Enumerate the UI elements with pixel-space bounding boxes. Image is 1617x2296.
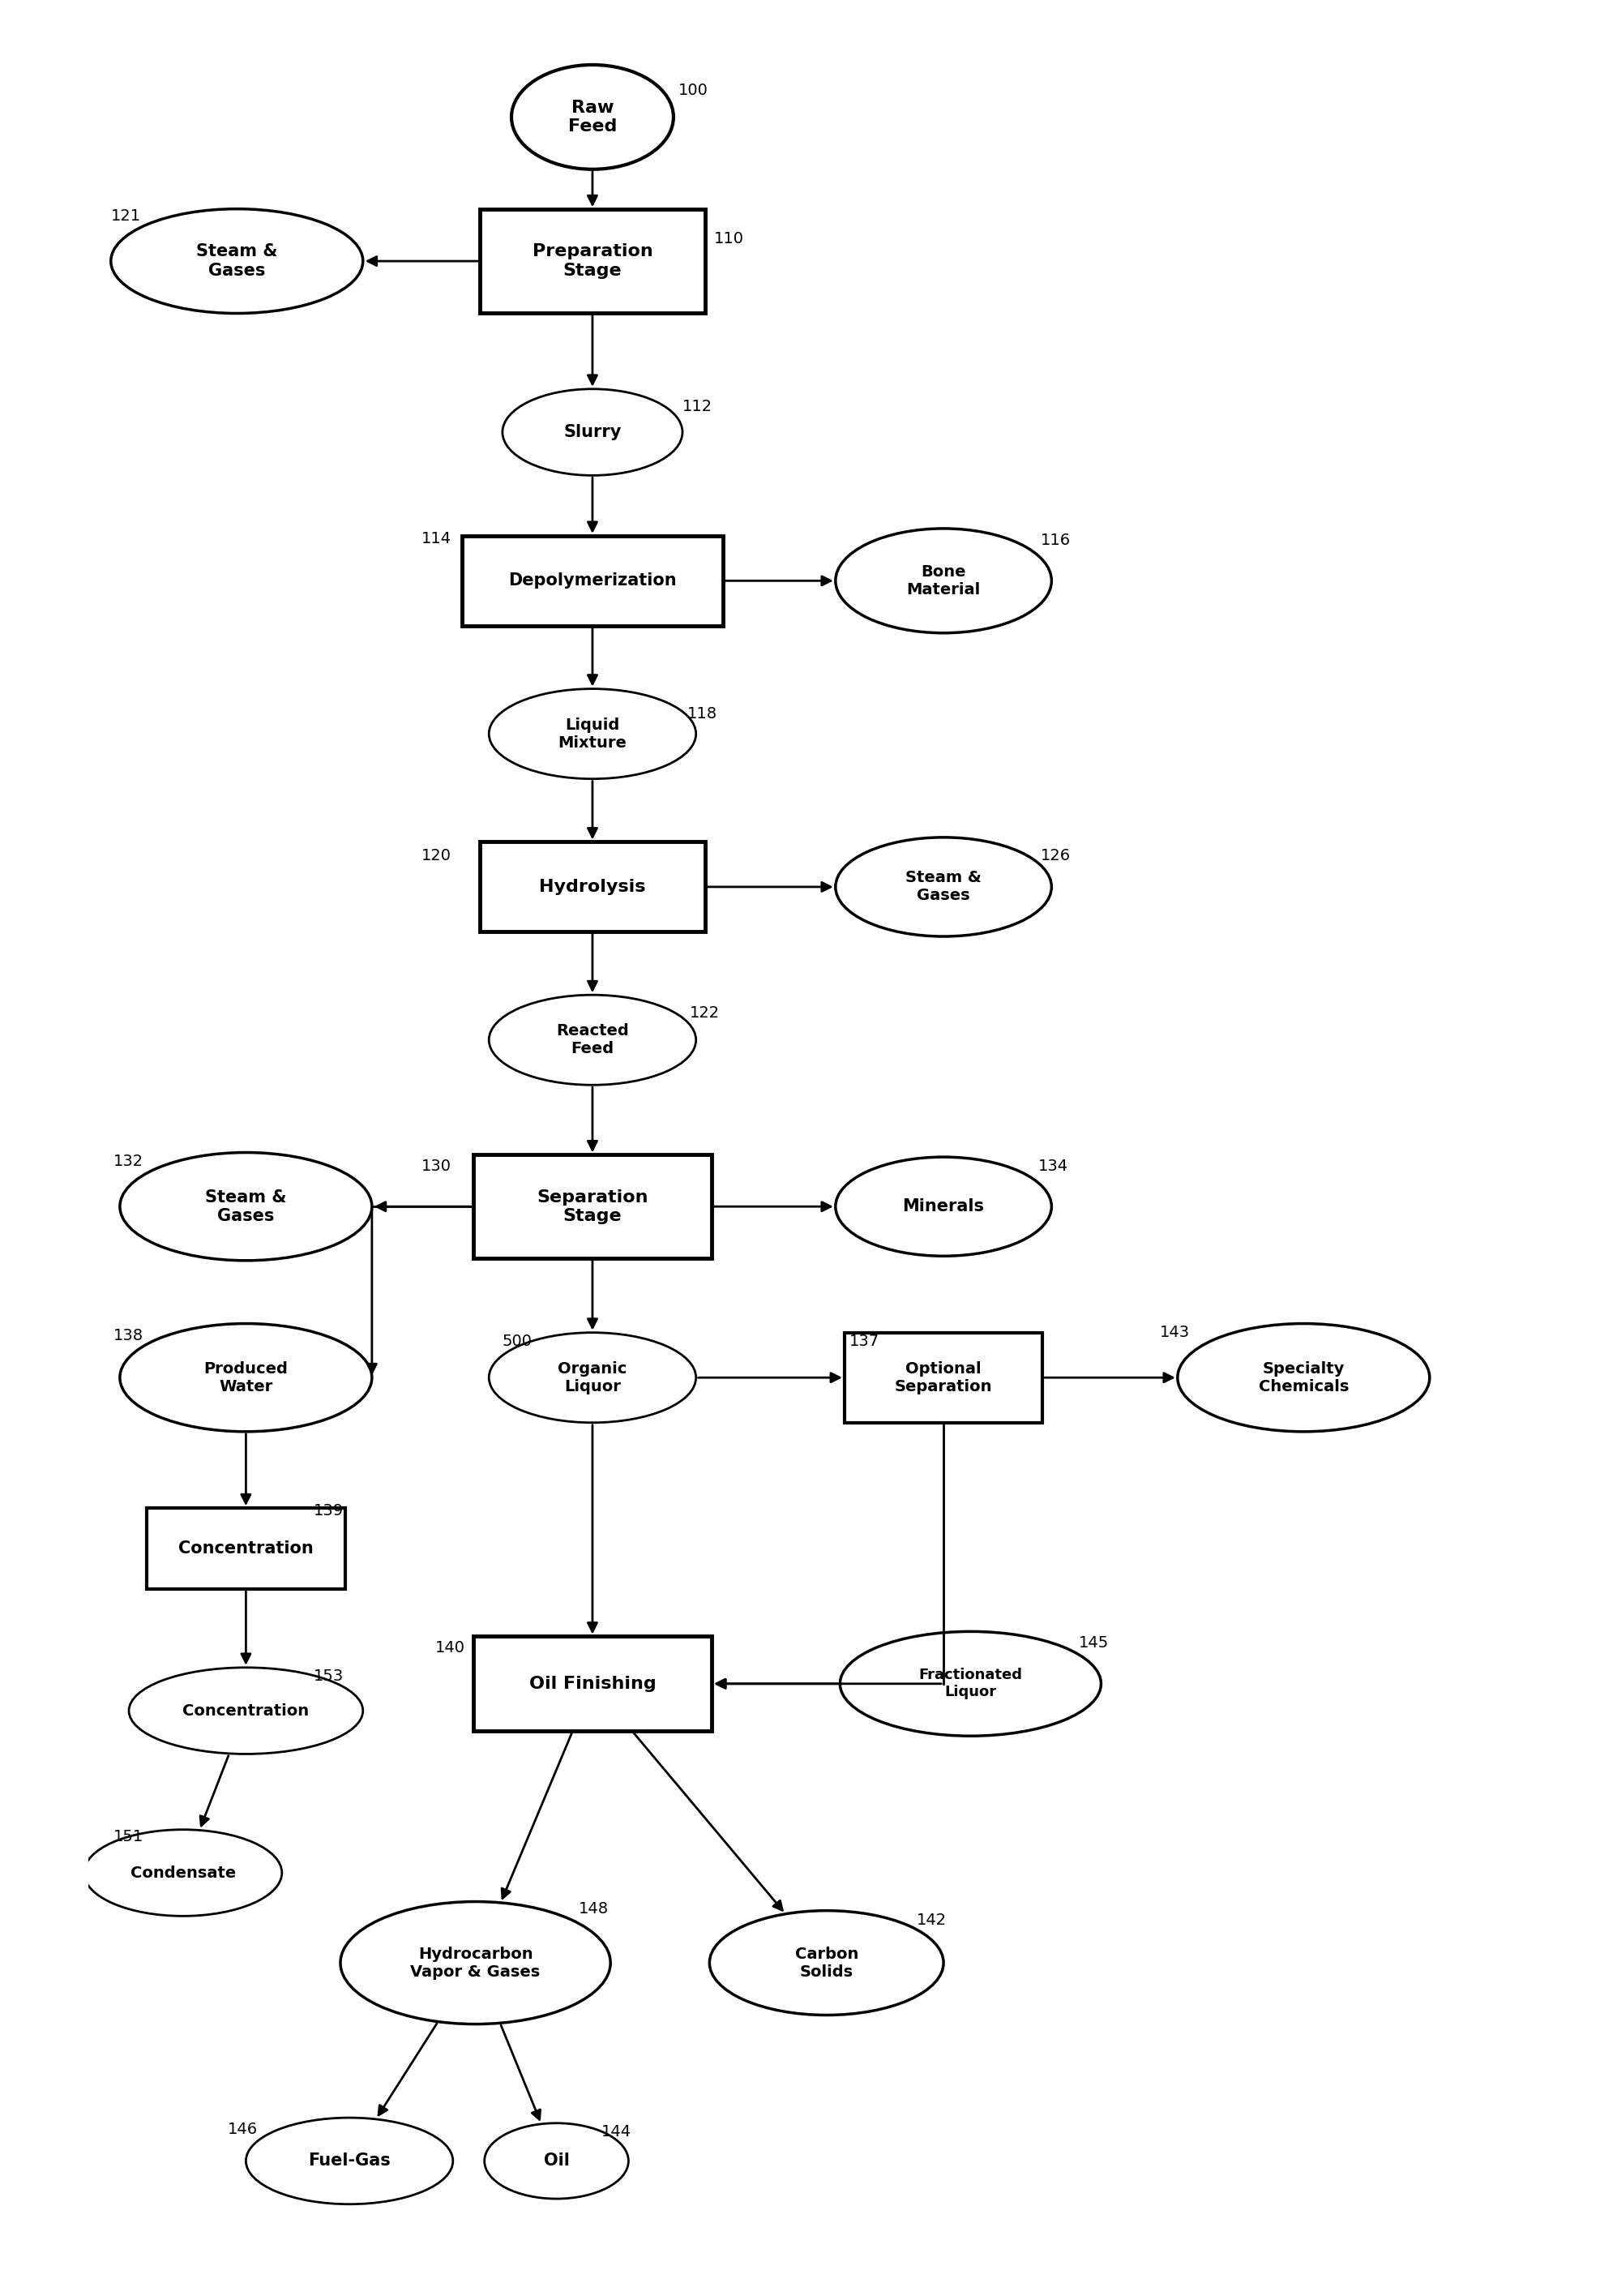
Text: 126: 126 [1041, 847, 1070, 863]
Text: Optional
Separation: Optional Separation [894, 1362, 993, 1394]
Text: Steam &
Gases: Steam & Gases [906, 870, 982, 905]
Ellipse shape [1177, 1322, 1429, 1433]
Text: Bone
Material: Bone Material [907, 565, 980, 597]
Text: Carbon
Solids: Carbon Solids [794, 1947, 859, 1979]
Text: Fuel-Gas: Fuel-Gas [309, 2154, 391, 2170]
Ellipse shape [120, 1322, 372, 1433]
Ellipse shape [84, 1830, 281, 1917]
FancyBboxPatch shape [474, 1637, 711, 1731]
Text: Minerals: Minerals [902, 1199, 985, 1215]
Text: Preparation
Stage: Preparation Stage [532, 243, 653, 278]
Text: Oil: Oil [543, 2154, 569, 2170]
Text: Condensate: Condensate [129, 1864, 236, 1880]
FancyBboxPatch shape [462, 535, 723, 627]
Text: 500: 500 [503, 1334, 532, 1350]
Ellipse shape [488, 994, 695, 1086]
Text: Hydrocarbon
Vapor & Gases: Hydrocarbon Vapor & Gases [411, 1947, 540, 1979]
Text: 137: 137 [849, 1334, 880, 1350]
Text: 132: 132 [113, 1155, 144, 1169]
Ellipse shape [836, 1157, 1051, 1256]
Text: Concentration: Concentration [178, 1541, 314, 1557]
Ellipse shape [836, 838, 1051, 937]
Ellipse shape [246, 2117, 453, 2204]
Text: 148: 148 [579, 1901, 610, 1917]
Text: 118: 118 [687, 707, 716, 721]
Text: Steam &
Gases: Steam & Gases [205, 1189, 286, 1224]
Text: Organic
Liquor: Organic Liquor [558, 1362, 627, 1394]
Ellipse shape [488, 1332, 695, 1424]
Text: 145: 145 [1079, 1635, 1109, 1651]
Text: Fractionated
Liquor: Fractionated Liquor [918, 1667, 1022, 1699]
Text: 116: 116 [1041, 533, 1070, 549]
Ellipse shape [488, 689, 695, 778]
Text: Hydrolysis: Hydrolysis [538, 879, 645, 895]
Ellipse shape [710, 1910, 944, 2016]
Ellipse shape [341, 1901, 611, 2025]
Ellipse shape [120, 1153, 372, 1261]
Text: Depolymerization: Depolymerization [508, 572, 676, 588]
Text: 142: 142 [917, 1913, 946, 1929]
Text: Liquid
Mixture: Liquid Mixture [558, 716, 627, 751]
Text: Oil Finishing: Oil Finishing [529, 1676, 657, 1692]
Text: Concentration: Concentration [183, 1704, 309, 1717]
Text: Reacted
Feed: Reacted Feed [556, 1024, 629, 1056]
Text: Raw
Feed: Raw Feed [568, 99, 618, 135]
Text: Specialty
Chemicals: Specialty Chemicals [1258, 1362, 1349, 1394]
Text: Slurry: Slurry [564, 425, 621, 441]
Text: 144: 144 [602, 2124, 632, 2140]
Text: 151: 151 [113, 1830, 144, 1844]
FancyBboxPatch shape [480, 843, 705, 932]
Text: 122: 122 [690, 1006, 720, 1022]
Text: Produced
Water: Produced Water [204, 1362, 288, 1394]
Text: 143: 143 [1159, 1325, 1190, 1341]
FancyBboxPatch shape [147, 1508, 344, 1589]
Text: 138: 138 [113, 1327, 144, 1343]
Text: 140: 140 [435, 1639, 466, 1655]
Ellipse shape [836, 528, 1051, 634]
FancyBboxPatch shape [480, 209, 705, 312]
Text: 130: 130 [422, 1157, 451, 1173]
Ellipse shape [511, 64, 673, 170]
Ellipse shape [503, 388, 682, 475]
Text: 100: 100 [678, 83, 708, 99]
Ellipse shape [112, 209, 362, 312]
Text: 139: 139 [314, 1504, 343, 1518]
Ellipse shape [485, 2124, 629, 2200]
Text: 114: 114 [422, 530, 451, 546]
Ellipse shape [129, 1667, 362, 1754]
Ellipse shape [839, 1632, 1101, 1736]
Text: Steam &
Gases: Steam & Gases [196, 243, 278, 278]
FancyBboxPatch shape [844, 1332, 1043, 1424]
Text: 112: 112 [682, 400, 713, 416]
Text: 121: 121 [112, 209, 141, 223]
Text: 110: 110 [715, 232, 744, 246]
Text: 120: 120 [422, 847, 451, 863]
Text: 146: 146 [228, 2122, 259, 2138]
FancyBboxPatch shape [474, 1155, 711, 1258]
Text: Separation
Stage: Separation Stage [537, 1189, 648, 1224]
Text: 153: 153 [314, 1669, 343, 1685]
Text: 134: 134 [1038, 1157, 1069, 1173]
